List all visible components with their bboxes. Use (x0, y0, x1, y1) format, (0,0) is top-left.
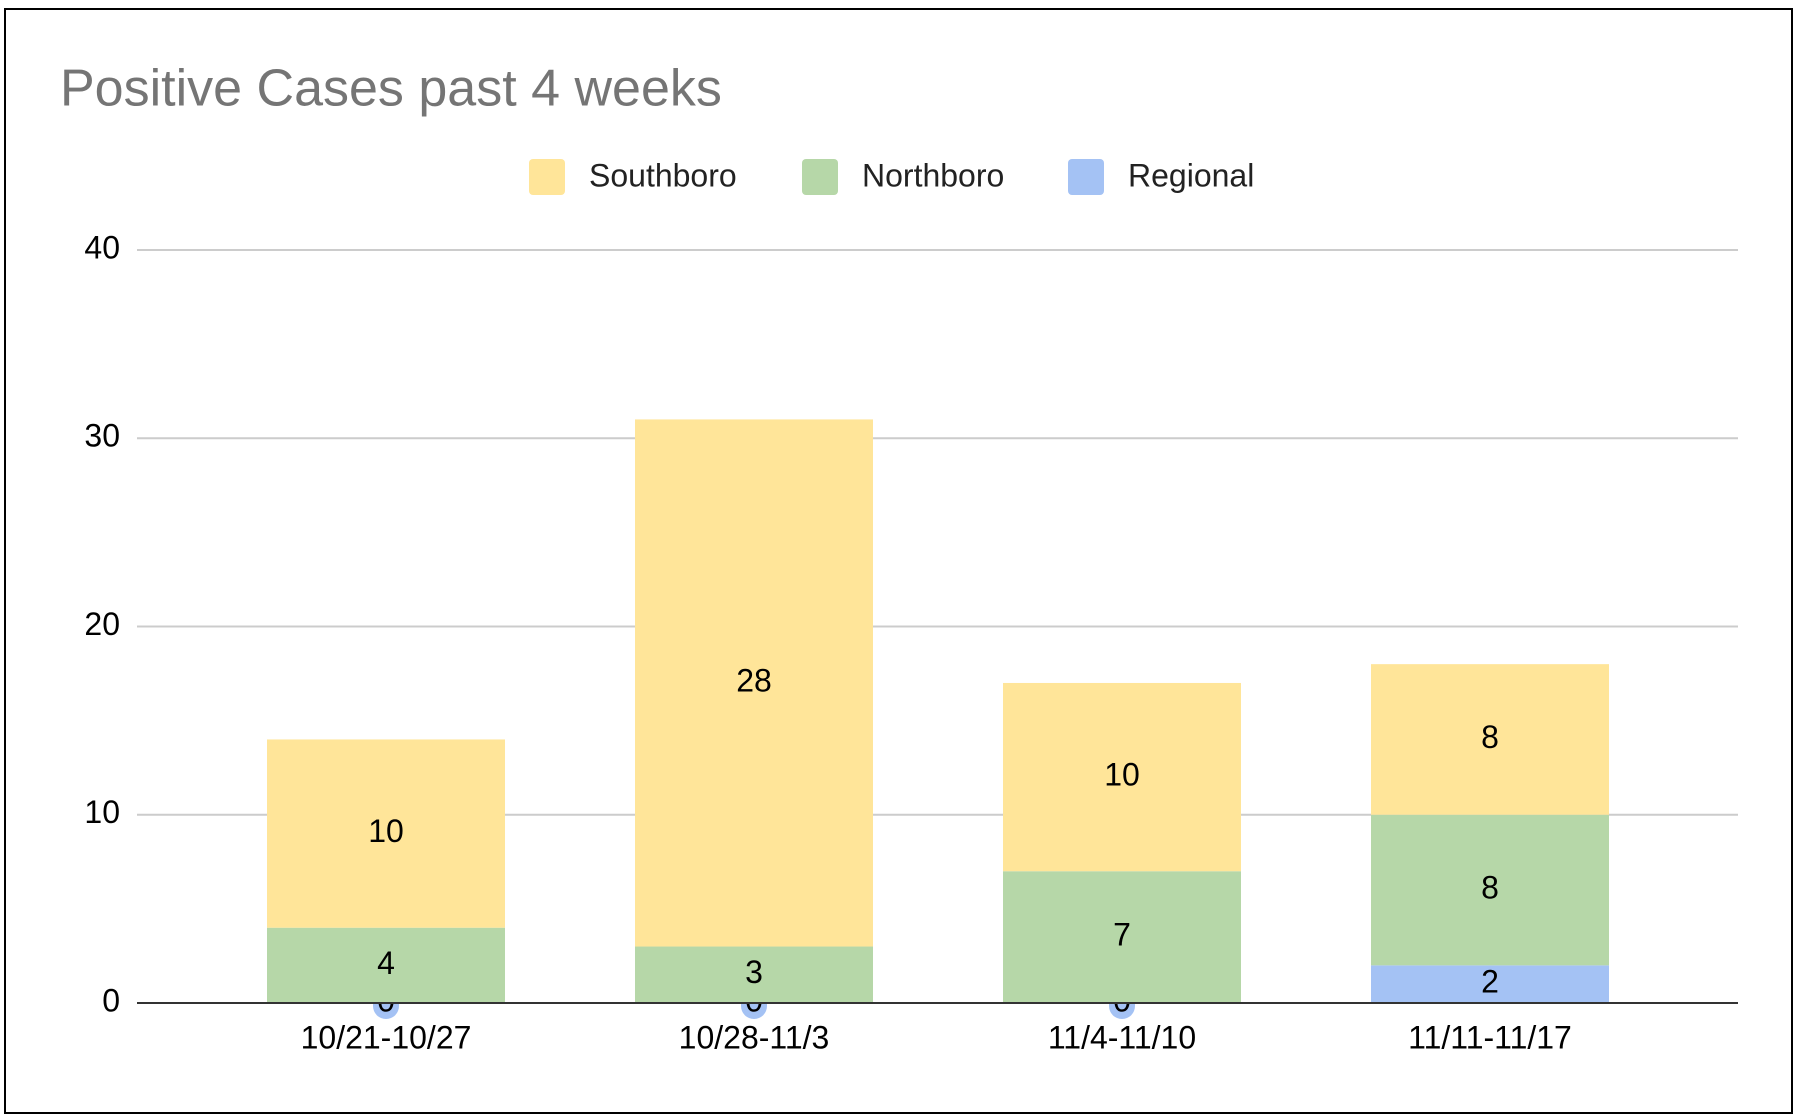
x-tick-label: 11/4-11/10 (1048, 1019, 1196, 1055)
legend-swatch (802, 159, 838, 195)
data-label: 7 (1113, 917, 1131, 953)
bar-segment (267, 927, 505, 1003)
bar-segment (267, 739, 505, 928)
data-label: 10 (1104, 757, 1140, 793)
y-tick-label: 10 (84, 794, 120, 830)
data-label: 28 (736, 662, 772, 698)
y-tick-label: 30 (84, 418, 120, 454)
bar-segment (635, 419, 873, 947)
bar-segment (635, 946, 873, 1003)
x-tick-label: 10/21-10/27 (301, 1019, 472, 1055)
data-label: 8 (1481, 719, 1499, 755)
data-label: 4 (377, 945, 395, 981)
y-tick-label: 0 (102, 982, 120, 1018)
legend-label: Northboro (862, 157, 1004, 193)
x-tick-label: 10/28-11/3 (679, 1019, 830, 1055)
bar-segment (1371, 664, 1609, 815)
y-tick-label: 40 (84, 229, 120, 265)
chart-title: Positive Cases past 4 weeks (60, 60, 722, 118)
legend-label: Southboro (589, 157, 737, 193)
bar-segment (1003, 871, 1241, 1003)
bar-segment (1003, 682, 1241, 872)
legend-swatch (1068, 159, 1104, 195)
data-label: 10 (368, 813, 404, 849)
bar-segment (1371, 965, 1609, 1003)
data-label: 2 (1481, 964, 1499, 1000)
y-tick-label: 20 (84, 606, 120, 642)
x-tick-label: 11/11-11/17 (1408, 1019, 1572, 1055)
data-label: 3 (745, 954, 763, 990)
legend-label: Regional (1128, 157, 1254, 193)
legend-swatch (529, 159, 565, 195)
bar-segment (1371, 814, 1609, 966)
data-label: 8 (1481, 870, 1499, 906)
